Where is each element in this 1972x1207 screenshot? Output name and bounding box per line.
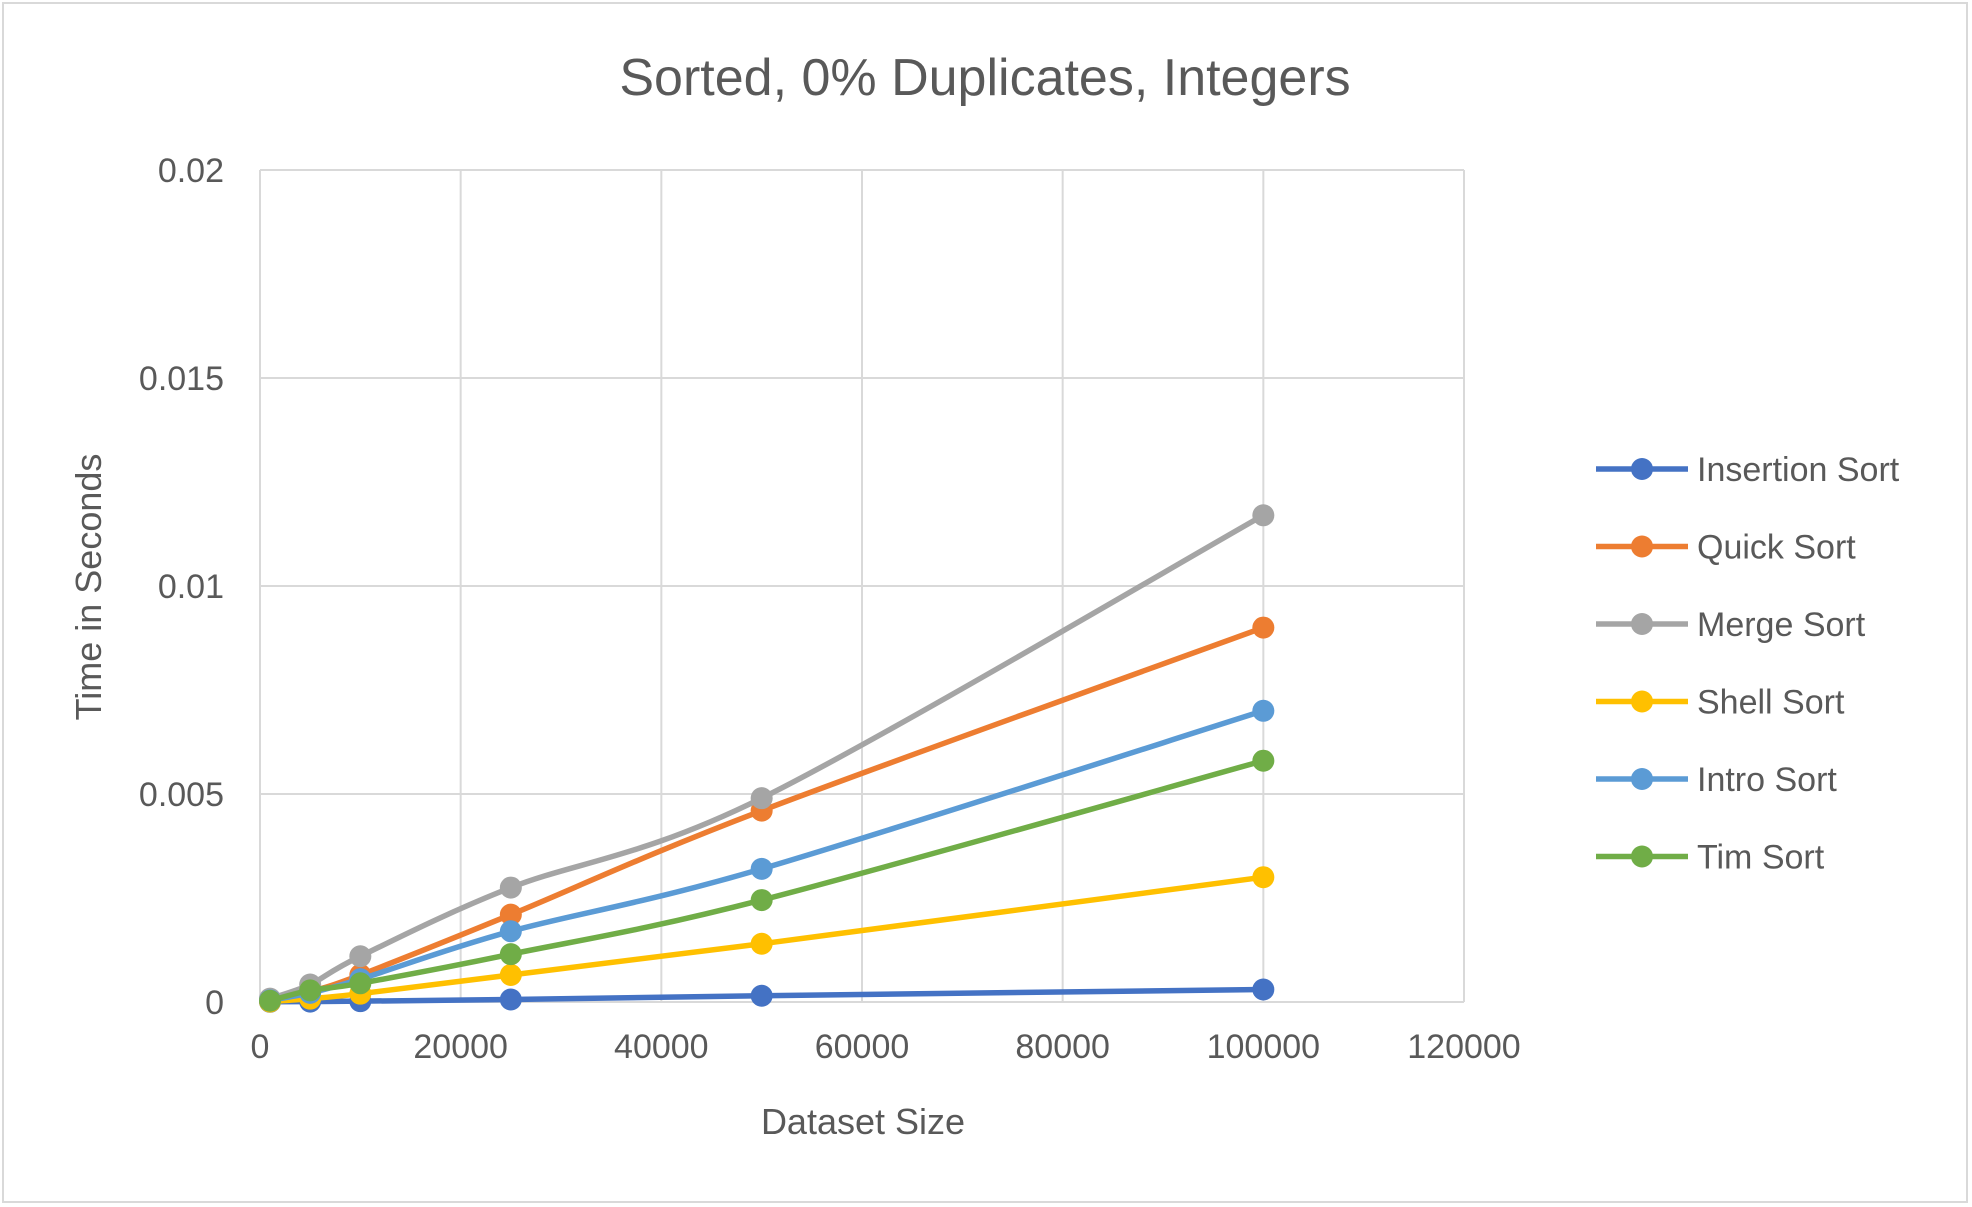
legend-marker	[1631, 613, 1653, 635]
data-point	[259, 989, 282, 1012]
data-point	[499, 920, 522, 943]
y-tick-label: 0.01	[158, 568, 224, 606]
legend-label: Intro Sort	[1697, 761, 1837, 799]
legend-label: Shell Sort	[1697, 684, 1845, 722]
data-point	[750, 889, 773, 912]
data-point	[1252, 616, 1275, 639]
data-point	[750, 932, 773, 955]
data-point	[1252, 699, 1275, 722]
data-point	[750, 787, 773, 810]
data-point	[499, 988, 522, 1011]
x-tick-label: 80000	[1015, 1028, 1110, 1066]
data-point	[499, 876, 522, 899]
y-tick-label: 0	[205, 984, 224, 1022]
data-point	[1252, 978, 1275, 1001]
y-axis-ticks: 0 0.005 0.01 0.015 0.02	[139, 152, 224, 1022]
x-tick-label: 100000	[1207, 1028, 1320, 1066]
data-point	[750, 857, 773, 880]
data-point	[499, 903, 522, 926]
data-point	[349, 972, 372, 995]
x-tick-label: 60000	[815, 1028, 910, 1066]
x-tick-label: 120000	[1407, 1028, 1520, 1066]
y-axis-title: Time in Seconds	[68, 454, 109, 721]
y-tick-label: 0.015	[139, 360, 224, 398]
data-point	[1252, 749, 1275, 772]
legend-marker	[1631, 845, 1653, 868]
legend-item: Tim Sort	[1596, 839, 1825, 877]
series-intro-sort	[259, 699, 1275, 1012]
data-point	[499, 943, 522, 966]
legend-label: Tim Sort	[1697, 839, 1825, 877]
data-point	[1252, 504, 1275, 527]
series-lines	[259, 504, 1275, 1013]
series-merge-sort	[259, 504, 1275, 1010]
legend-item: Shell Sort	[1596, 684, 1845, 722]
legend-item: Insertion Sort	[1596, 451, 1900, 489]
legend-label: Quick Sort	[1697, 529, 1856, 567]
legend-marker	[1631, 458, 1653, 480]
series-tim-sort	[259, 749, 1275, 1012]
legend-marker	[1631, 535, 1653, 558]
legend-marker	[1631, 768, 1653, 790]
legend-item: Intro Sort	[1596, 761, 1837, 799]
data-point	[349, 945, 372, 968]
legend-label: Insertion Sort	[1697, 451, 1900, 489]
grid-lines	[259, 169, 1465, 1003]
legend-label: Merge Sort	[1697, 606, 1866, 644]
chart-title: Sorted, 0% Duplicates, Integers	[619, 49, 1350, 107]
x-axis-title: Dataset Size	[761, 1101, 965, 1142]
data-point	[750, 984, 773, 1007]
x-tick-label: 40000	[614, 1028, 709, 1066]
legend: Insertion Sort Quick Sort Merge Sort Shell …	[1596, 451, 1900, 877]
x-axis-ticks: 0 20000 40000 60000 80000 100000 120000	[251, 1028, 1521, 1066]
y-tick-label: 0.005	[139, 776, 224, 814]
data-point	[1252, 866, 1275, 889]
legend-marker	[1631, 690, 1653, 713]
legend-item: Merge Sort	[1596, 606, 1866, 644]
data-point	[299, 979, 322, 1002]
x-tick-label: 0	[251, 1028, 270, 1066]
legend-item: Quick Sort	[1596, 529, 1856, 567]
series-line	[267, 512, 1267, 1002]
series-insertion-sort	[259, 978, 1275, 1013]
series-line	[267, 708, 1267, 1004]
y-tick-label: 0.02	[158, 152, 224, 190]
data-point	[499, 963, 522, 986]
x-tick-label: 20000	[413, 1028, 508, 1066]
